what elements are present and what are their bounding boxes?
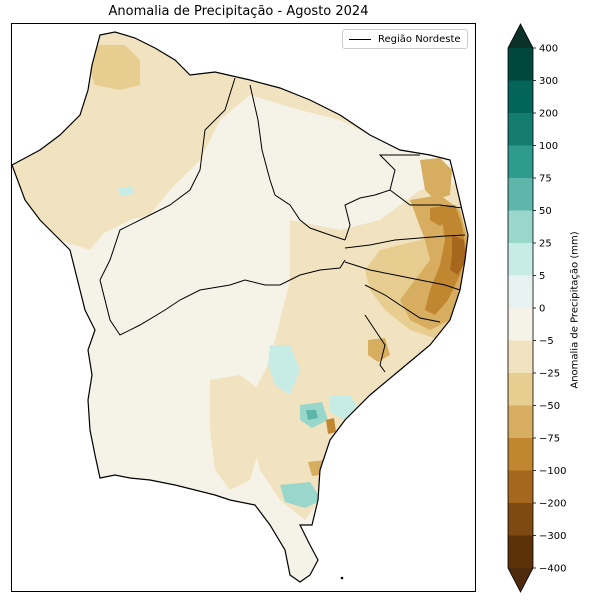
colorbar-tick-label: −300 <box>539 531 566 542</box>
boundary-se-ba <box>364 314 386 373</box>
colorbar-segment <box>508 210 533 244</box>
colorbar-tick-label: −100 <box>539 466 566 477</box>
boundary-ceara-pe <box>344 189 391 241</box>
legend-line-swatch <box>349 38 371 40</box>
colorbar-segment <box>508 438 533 471</box>
colorbar-segment <box>508 535 533 569</box>
patch-bahia-teal-5 <box>306 410 318 420</box>
patch-bahia-dark-1 <box>326 418 336 434</box>
colorbar-segment <box>508 145 533 179</box>
colorbar-extend-top <box>508 24 533 48</box>
patch-paraiba-spot <box>430 206 450 226</box>
colorbar-segment <box>508 113 533 146</box>
colorbar-tick-label: −25 <box>539 369 560 380</box>
colorbar-tick-label: −400 <box>539 564 566 575</box>
colorbar-segment <box>508 308 533 341</box>
state-boundaries <box>99 77 466 373</box>
colorbar-tick-label: 400 <box>539 44 558 55</box>
boundary-pb-pe <box>344 234 466 249</box>
colorbar-extend-bottom <box>508 568 533 592</box>
patch-bahia-tan <box>210 375 262 490</box>
map-title: Anomalia de Precipitação - Agosto 2024 <box>108 4 369 19</box>
boundary-piaui-bahia <box>244 259 346 286</box>
island-dot <box>340 576 344 580</box>
boundary-piaui-ceara <box>249 84 346 241</box>
colorbar-tick-label: −200 <box>539 499 566 510</box>
colorbar-segment <box>508 373 533 406</box>
patch-maranhao-teal <box>118 186 134 196</box>
boundary-pe-al <box>344 261 461 291</box>
patch-coast-dark <box>425 205 466 315</box>
boundary-rn-pb-2 <box>389 189 463 209</box>
map-legend: Região Nordeste <box>342 29 468 49</box>
colorbar-tick-label: 75 <box>539 174 552 185</box>
boundary-maranhao-piaui <box>99 77 246 336</box>
colorbar-tick-label: 50 <box>539 206 552 217</box>
colorbar-segment <box>508 405 533 439</box>
colorbar-tick-label: 100 <box>539 141 558 152</box>
colorbar-tick-label: −5 <box>539 336 554 347</box>
colorbar-segment <box>508 340 533 374</box>
colorbar-tick-label: 300 <box>539 76 558 87</box>
colorbar-tick-label: −75 <box>539 434 560 445</box>
colorbar-label: Anomalia de Precipitação (mm) <box>569 231 581 389</box>
colorbar-tick-label: 200 <box>539 109 558 120</box>
colorbar-segment <box>508 470 533 504</box>
legend-label: Região Nordeste <box>378 33 461 45</box>
patch-northwest-dark <box>88 45 140 90</box>
colorbar-segment <box>508 48 533 81</box>
patch-maranhao-tan <box>30 140 160 240</box>
colorbar-segment <box>508 275 533 309</box>
colorbar-segment <box>508 503 533 536</box>
colorbar-tick-label: 0 <box>539 304 545 315</box>
patch-ceara-coast <box>420 158 452 200</box>
colorbar: 40030020010075502550−5−25−50−75−100−200−… <box>507 23 566 593</box>
colorbar-tick-label: −50 <box>539 401 560 412</box>
patch-bahia-teal <box>268 345 300 395</box>
colorbar-tick-label: 25 <box>539 239 552 250</box>
boundary-al-se <box>364 284 441 323</box>
patch-coast-darkest <box>450 235 466 275</box>
patch-bahia-teal-4 <box>280 482 322 508</box>
colorbar-segment <box>508 178 533 211</box>
boundary-rn-pb <box>378 154 420 191</box>
colorbar-tick-label: 5 <box>539 271 545 282</box>
colorbar-segment <box>508 243 533 276</box>
colorbar-segment <box>508 80 533 114</box>
